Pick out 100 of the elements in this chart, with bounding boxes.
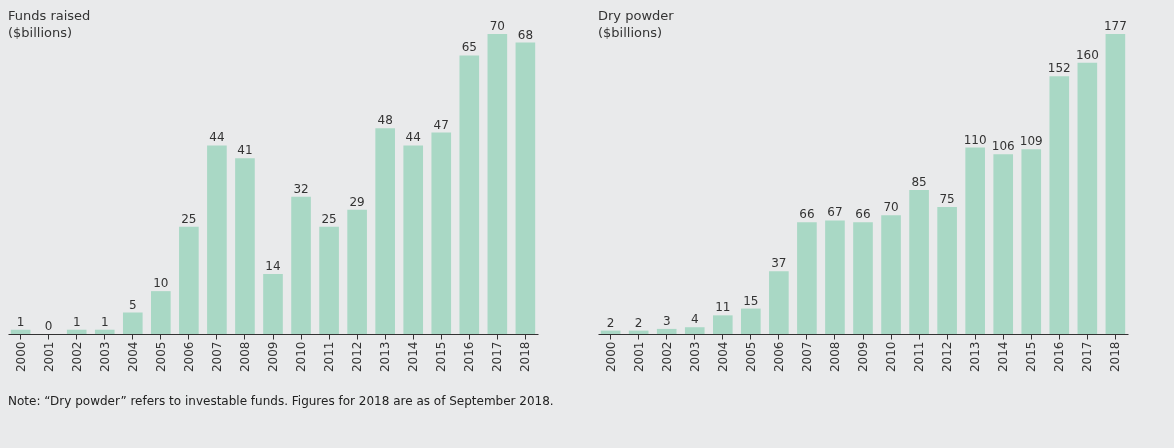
bar: [712, 315, 733, 334]
x-tick-label: 2001: [41, 341, 56, 373]
x-tick-label: 2012: [350, 341, 365, 373]
data-label: 29: [349, 194, 365, 209]
bar: [179, 226, 199, 334]
bar: [937, 206, 957, 334]
data-label: 37: [771, 256, 787, 271]
data-label: 2: [606, 315, 615, 330]
x-tick-label: 2008: [237, 341, 252, 373]
bar: [94, 329, 115, 334]
data-label: 1: [72, 314, 81, 329]
bar: [853, 222, 873, 334]
data-label: 2: [634, 315, 643, 330]
data-label: 66: [855, 207, 871, 222]
bar: [122, 312, 143, 334]
x-tick-label: 2008: [827, 341, 842, 373]
bar: [909, 189, 929, 334]
x-tick-label: 2017: [490, 341, 505, 373]
data-label: 41: [237, 143, 253, 158]
data-label: 44: [209, 130, 225, 145]
text: Note: “Dry powder” refers to investable funds. Figures for 2018 are as of September 2018.: [8, 394, 555, 408]
x-tick-label: 2005: [743, 341, 758, 373]
bar: [291, 196, 311, 334]
bar: [515, 42, 536, 334]
data-label: 4: [690, 312, 699, 327]
x-tick-label: 2000: [603, 341, 618, 373]
bar: [1077, 62, 1098, 334]
bar: [1021, 149, 1042, 334]
x-tick-label: 2015: [1024, 341, 1039, 373]
bar: [66, 329, 87, 334]
x-tick-label: 2005: [153, 341, 168, 373]
bar: [151, 291, 171, 334]
x-tick-label: 2009: [266, 341, 280, 373]
data-label: 65: [461, 40, 477, 55]
data-label: 25: [181, 211, 197, 226]
data-label: 67: [827, 205, 843, 220]
bar: [10, 329, 31, 334]
data-label: 15: [743, 293, 759, 308]
data-label: 110: [963, 132, 987, 147]
data-label: 68: [517, 27, 534, 42]
bar: [459, 55, 480, 334]
data-label: 3: [662, 313, 671, 328]
bar: [487, 34, 508, 334]
bar: [431, 132, 452, 334]
bar: [769, 271, 789, 334]
data-label: 1: [16, 314, 25, 329]
bar: [319, 226, 339, 334]
x-tick-label: 2004: [125, 341, 140, 373]
data-label: 109: [1019, 134, 1043, 149]
bar: [1105, 34, 1126, 334]
x-tick-label: 2001: [631, 341, 646, 373]
data-label: 25: [321, 211, 337, 226]
data-label: 47: [433, 117, 449, 132]
x-tick-label: 2002: [69, 341, 84, 373]
bar: [375, 128, 395, 334]
data-label: 66: [799, 207, 815, 222]
x-tick-label: 2017: [1080, 341, 1095, 373]
data-label: 11: [715, 300, 731, 315]
data-label: 70: [883, 200, 899, 215]
x-tick-label: 2018: [518, 341, 533, 373]
x-tick-label: 2004: [715, 341, 730, 373]
x-tick-label: 2011: [322, 341, 337, 373]
data-label: 10: [153, 276, 169, 291]
x-tick-label: 2003: [97, 341, 112, 373]
x-tick-label: 2000: [13, 341, 28, 373]
bar: [797, 222, 817, 334]
data-label: 0: [44, 319, 53, 333]
x-tick-label: 2006: [771, 341, 786, 373]
x-tick-label: 2011: [912, 341, 927, 373]
bar: [207, 145, 227, 334]
data-label: 177: [1103, 19, 1127, 33]
data-label: 48: [377, 113, 393, 128]
x-tick-label: 2012: [940, 341, 955, 373]
data-label: 32: [293, 181, 309, 196]
data-label: 44: [405, 130, 421, 145]
x-tick-label: 2016: [1052, 341, 1067, 373]
x-tick-label: 2014: [406, 341, 421, 373]
data-label: 85: [911, 174, 927, 189]
bar: [741, 308, 761, 334]
data-label: 14: [265, 259, 281, 273]
x-tick-label: 2013: [968, 341, 983, 373]
x-tick-label: 2006: [181, 341, 196, 373]
bar: [993, 154, 1014, 334]
x-tick-label: 2015: [434, 341, 449, 373]
data-label: 152: [1047, 61, 1071, 76]
x-tick-label: 2009: [856, 341, 870, 373]
data-label: 75: [939, 191, 955, 206]
x-tick-label: 2016: [462, 341, 477, 373]
x-tick-label: 2014: [996, 341, 1011, 373]
data-label: 106: [991, 139, 1015, 154]
chart-title: Dry powder ($billions): [598, 8, 675, 40]
data-label: 1: [100, 314, 109, 329]
bar: [825, 220, 845, 334]
data-label: 70: [489, 19, 505, 33]
x-tick-label: 2010: [294, 341, 309, 373]
x-tick-label: 2013: [378, 341, 393, 373]
data-label: 5: [128, 297, 137, 312]
bar: [684, 327, 705, 334]
bar: [403, 145, 424, 334]
x-tick-label: 2007: [799, 341, 814, 373]
